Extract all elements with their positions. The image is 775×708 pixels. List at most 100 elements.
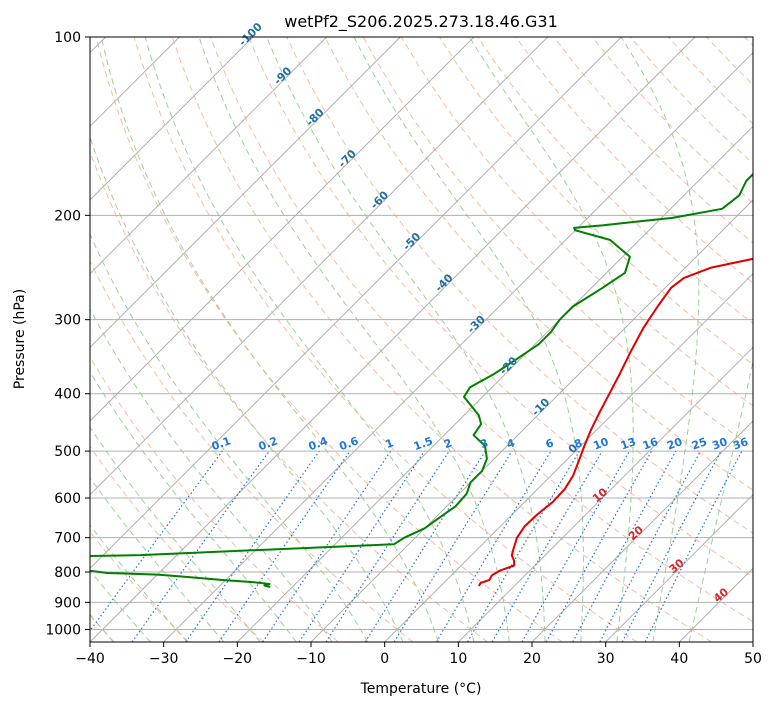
dry-adiabat-line [90, 531, 190, 642]
isotherm-line [457, 346, 753, 642]
dry-adiabat-line [210, 37, 753, 623]
moist-adiabat-line [90, 569, 151, 642]
y-tick-label: 900 [54, 595, 81, 611]
mixing-ratio-label: 13 [619, 435, 638, 452]
y-axis: 100 200 300 400 500 600 700 800 900 1000 [45, 30, 90, 638]
mixing-ratio-label: 3 [478, 436, 490, 451]
dry-adiabat-line [744, 37, 753, 47]
y-tick-label: 100 [54, 30, 81, 46]
moist-adiabat-line [266, 37, 546, 642]
moist-adiabat-line [90, 370, 297, 642]
isotherm-label: -20 [497, 354, 520, 377]
mixing-ratio-label: 36 [731, 435, 750, 453]
isotherm-label: -60 [368, 188, 391, 211]
isotherm-label: -100 [236, 20, 265, 49]
chart-title: wetPf2_S206.2025.273.18.46.G31 [284, 12, 558, 32]
isotherms [90, 37, 753, 642]
x-tick-label: 0 [380, 651, 389, 667]
dry-adiabat-line [90, 150, 488, 642]
y-tick-label: 300 [54, 313, 81, 329]
x-tick-label: −20 [223, 651, 253, 667]
y-tick-label: 200 [54, 208, 81, 224]
dry-adiabat-line [706, 37, 753, 86]
isotherm-line [752, 641, 753, 642]
moist-adiabat-line [90, 524, 188, 642]
dry-adiabat-line [324, 37, 753, 491]
mixing-ratio-line [521, 450, 631, 642]
y-tick-label: 500 [54, 444, 81, 460]
dewpoint-line [90, 172, 753, 588]
dry-adiabat-line [553, 37, 753, 244]
dry-adiabat-line [90, 445, 264, 642]
moist-adiabat-line [90, 308, 333, 642]
mixing-ratio-label: 1 [384, 436, 396, 451]
isotherm-line [90, 37, 401, 349]
mixing-ratio-line [364, 450, 486, 642]
isotherm-line [90, 37, 549, 496]
x-tick-label: 30 [597, 651, 615, 667]
isobars [90, 37, 753, 630]
isotherm-label: -30 [465, 313, 488, 336]
mixing-ratio-line [393, 450, 513, 642]
isotherm-line [310, 199, 753, 642]
isotherm-line [678, 567, 753, 642]
y-axis-label: Pressure (hPa) [12, 289, 28, 389]
x-tick-label: −40 [75, 651, 105, 667]
dry-adiabat-line [668, 37, 753, 125]
mixing-ratio-line [644, 450, 743, 642]
dry-adiabat-line [90, 259, 414, 642]
mixing-ratio-label: 10 [592, 435, 611, 453]
mixing-ratio-line [131, 450, 270, 642]
mixing-ratio-line [435, 450, 552, 642]
isotherm-line [531, 420, 753, 642]
mixing-ratio-line [325, 450, 450, 642]
x-tick-label: 40 [670, 651, 688, 667]
dry-adiabat-line [515, 37, 753, 284]
isotherm-line [605, 493, 753, 642]
moist-adiabat-line [688, 358, 753, 642]
dry-adiabat-label: 10 [590, 485, 610, 505]
dry-adiabat-line [90, 356, 339, 642]
x-tick-label: −30 [149, 651, 179, 667]
dry-adiabats [90, 37, 753, 642]
x-axis: −40 −30 −20 −10 0 10 20 30 40 50 [75, 642, 762, 667]
mixing-ratio-label: 0.4 [307, 434, 330, 453]
y-tick-label: 600 [54, 491, 81, 507]
isotherm-label: -70 [336, 147, 359, 170]
mixing-ratio-label: 30 [710, 435, 729, 453]
y-tick-label: 700 [54, 531, 81, 547]
mixing-ratio-line [298, 450, 425, 642]
mixing-ratio-line [90, 450, 223, 632]
mixing-ratio-line [262, 450, 392, 642]
moist-adiabat-line [100, 37, 439, 642]
isotherm-line [90, 37, 254, 201]
isotherm-line [163, 51, 753, 642]
y-tick-label: 1000 [45, 622, 81, 638]
mixing-ratio-label: 20 [665, 435, 684, 453]
moist-adiabat-line [144, 37, 475, 642]
mixing-ratio-line [599, 450, 702, 642]
isotherm-line [90, 37, 328, 275]
isotherm-line [90, 37, 622, 570]
mixing-ratio-line [545, 450, 653, 642]
mixing-ratio-line [572, 450, 677, 642]
dry-adiabat-label: 20 [626, 523, 646, 543]
temperature-line [478, 257, 753, 587]
mixing-ratio-label: 8 [572, 436, 584, 451]
y-tick-label: 800 [54, 565, 81, 581]
moist-adiabat-line [353, 37, 584, 642]
mixing-ratio-label: 0.2 [257, 434, 280, 453]
dry-adiabat-line [248, 37, 753, 578]
moist-adiabat-line [469, 37, 634, 642]
moist-adiabat-line [620, 37, 700, 642]
dry-adiabat-line [286, 37, 753, 534]
x-axis-label: Temperature (°C) [360, 681, 482, 697]
moist-adiabats [90, 37, 753, 642]
isotherm-line [236, 125, 753, 642]
plot-frame [89, 36, 754, 643]
moist-adiabat-line [90, 476, 225, 642]
dry-adiabat-line [171, 37, 712, 642]
x-tick-label: 20 [523, 651, 541, 667]
x-tick-label: 10 [449, 651, 467, 667]
